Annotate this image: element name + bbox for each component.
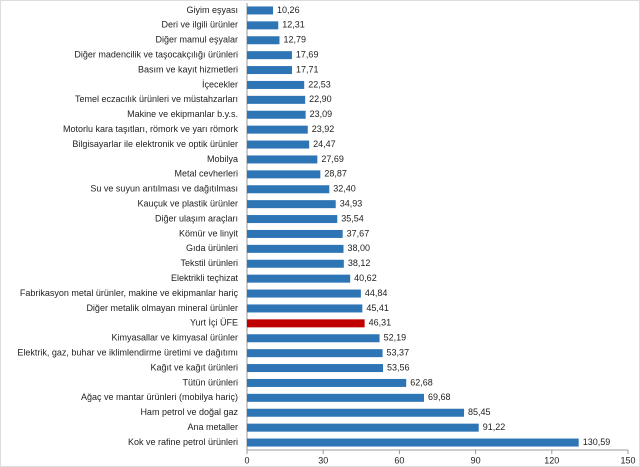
bar <box>247 259 344 268</box>
value-label: 91,22 <box>483 422 506 432</box>
value-label: 44,84 <box>365 288 388 298</box>
bar <box>247 304 363 313</box>
bar <box>247 438 579 447</box>
y-tick-label: Elektrikli teçhizat <box>171 273 239 283</box>
bar <box>247 364 384 373</box>
x-tick-label: 120 <box>544 455 559 465</box>
bar <box>247 170 321 179</box>
value-label: 12,31 <box>282 20 305 30</box>
bar <box>247 423 479 432</box>
value-label: 35,54 <box>341 213 364 223</box>
bar <box>247 125 308 134</box>
y-tick-label: Diğer ulaşım araçları <box>155 213 238 223</box>
y-tick-label: Tekstil ürünleri <box>180 258 238 268</box>
bar <box>247 6 274 15</box>
bar <box>247 80 305 89</box>
value-label: 27,69 <box>321 154 344 164</box>
value-label: 10,26 <box>277 5 300 15</box>
value-label: 130,59 <box>583 437 611 447</box>
y-tick-label: Basım ve kayıt hizmetleri <box>138 64 238 74</box>
value-label: 12,79 <box>283 35 306 45</box>
value-label: 37,67 <box>347 228 370 238</box>
bar <box>247 200 336 209</box>
value-label: 52,19 <box>384 333 407 343</box>
y-tick-label: Temel eczacılık ürünleri ve müstahzarlar… <box>75 94 238 104</box>
y-tick-label: İçecekler <box>202 79 238 89</box>
y-tick-label: Kağıt ve kağıt ürünleri <box>150 362 238 372</box>
value-label: 34,93 <box>340 199 363 209</box>
x-tick-label: 60 <box>394 455 404 465</box>
y-tick-label: Fabrikasyon metal ürünler, makine ve eki… <box>20 288 239 298</box>
y-tick-label: Su ve suyun arıtılması ve dağıtılması <box>90 184 238 194</box>
bar <box>247 408 465 417</box>
y-tick-label: Ağaç ve mantar ürünleri (mobilya hariç) <box>81 392 238 402</box>
x-tick-label: 90 <box>471 455 481 465</box>
bar <box>247 21 279 30</box>
value-label: 23,92 <box>312 124 335 134</box>
bar <box>247 393 424 402</box>
value-label: 53,37 <box>387 348 410 358</box>
y-tick-label: Tütün ürünleri <box>182 377 238 387</box>
bar <box>247 66 292 75</box>
value-label: 32,40 <box>333 184 356 194</box>
bar <box>247 274 351 283</box>
bar <box>247 349 383 358</box>
y-tick-label: Bilgisayarlar ile elektronik ve optik ür… <box>72 139 238 149</box>
y-tick-label: Deri ve ilgili ürünler <box>161 20 238 30</box>
y-tick-label: Mobilya <box>207 154 238 164</box>
value-label: 23,09 <box>310 109 333 119</box>
value-label: 62,68 <box>410 377 433 387</box>
value-label: 28,87 <box>324 169 347 179</box>
value-label: 69,68 <box>428 392 451 402</box>
y-tick-label: Elektrik, gaz, buhar ve iklimlendirme ür… <box>17 348 238 358</box>
y-tick-label: Diğer mamul eşyalar <box>155 35 238 45</box>
y-tick-label: Makine ve ekipmanlar b.y.s. <box>127 109 238 119</box>
y-tick-label: Metal cevherleri <box>174 169 238 179</box>
bar <box>247 215 338 224</box>
value-label: 53,56 <box>387 362 410 372</box>
y-tick-label: Kömür ve linyit <box>179 228 239 238</box>
bar <box>247 95 306 104</box>
value-label: 22,90 <box>309 94 332 104</box>
x-tick-label: 150 <box>620 455 635 465</box>
bar <box>247 334 380 343</box>
bar <box>247 378 407 387</box>
y-tick-label: Giyim eşyası <box>186 5 238 15</box>
value-label: 17,69 <box>296 50 319 60</box>
bar <box>247 36 280 45</box>
y-tick-label: Kauçuk ve plastik ürünler <box>137 199 238 209</box>
x-tick-label: 0 <box>244 455 249 465</box>
value-label: 38,00 <box>348 243 371 253</box>
y-tick-label: Motorlu kara taşıtları, römork ve yarı r… <box>63 124 239 134</box>
value-label: 22,53 <box>308 79 331 89</box>
y-tick-label: Diğer madencilik ve taşocakçılığı ürünle… <box>74 50 238 60</box>
bar <box>247 244 344 253</box>
value-label: 46,31 <box>369 318 392 328</box>
x-tick-label: 30 <box>318 455 328 465</box>
bar <box>247 319 365 328</box>
y-tick-label: Gıda ürünleri <box>186 243 238 253</box>
value-label: 17,71 <box>296 64 319 74</box>
bar <box>247 229 343 238</box>
y-tick-label: Diğer metalik olmayan mineral ürünler <box>86 303 238 313</box>
y-tick-label: Kimyasallar ve kimyasal ürünler <box>111 333 238 343</box>
bar <box>247 140 310 149</box>
bar <box>247 185 330 194</box>
bar <box>247 51 292 60</box>
y-tick-label: Ham petrol ve doğal gaz <box>140 407 238 417</box>
bar <box>247 110 306 119</box>
value-label: 45,41 <box>366 303 389 313</box>
y-tick-label: Kok ve rafine petrol ürünleri <box>128 437 238 447</box>
bar <box>247 155 318 164</box>
value-label: 85,45 <box>468 407 491 417</box>
value-label: 40,62 <box>354 273 377 283</box>
y-tick-label: Yurt İçi ÜFE <box>190 318 238 328</box>
value-label: 24,47 <box>313 139 336 149</box>
bar <box>247 289 361 298</box>
value-label: 38,12 <box>348 258 371 268</box>
y-tick-label: Ana metaller <box>187 422 238 432</box>
